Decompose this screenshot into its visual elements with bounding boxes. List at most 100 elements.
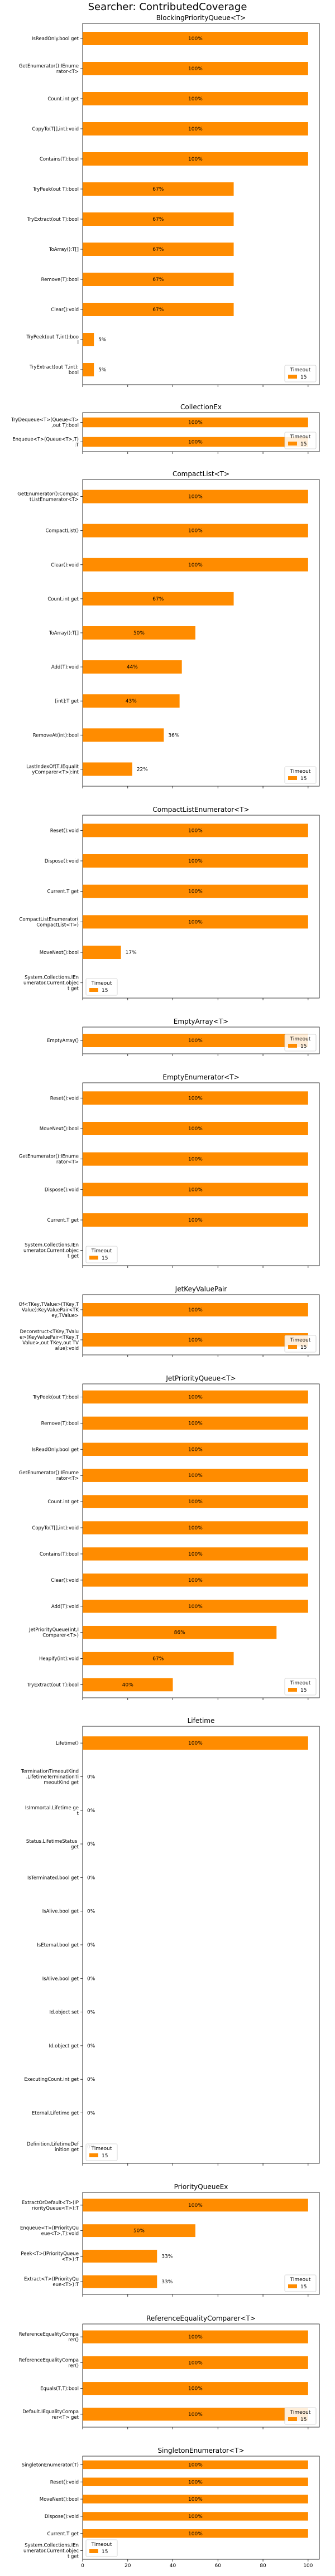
value-label: 0% [87,1842,95,1847]
category-label: TryDequeue<T>(Queue<T> ,out T):bool [11,418,79,429]
value-label: 0% [87,1774,95,1780]
category-label: Enqueue<T>(IPriorityQu eue<T>,T):void [20,2226,79,2237]
bar [83,2356,308,2369]
bar [83,946,121,959]
value-label: 67% [152,217,164,222]
value-label: 100% [188,1526,203,1531]
legend-entry: 15 [300,375,307,380]
value-label: 17% [126,950,137,956]
category-label: Heapify(int):void [39,1657,79,1662]
value-label: 5% [98,337,107,343]
panel-7: JetPriorityQueue<T> TryPeek(out T):bool 10… [19,1374,320,1700]
legend-title: Timeout [91,981,112,986]
legend-swatch [89,2153,98,2157]
panel-title: ReferenceEqualityComparer<T> [146,2314,256,2322]
legend-entry: 15 [300,442,307,447]
panel-0: BlockingPriorityQueue<T> IsReadOnly.bool … [19,14,320,387]
bar [83,1183,308,1197]
legend-swatch [288,442,297,446]
category-label: Contains(T):bool [40,157,79,162]
category-label: Extract<T>(IPriorityQu eue<T>):T [24,2277,79,2288]
category-label: Definition.LifetimeDef inition get [27,2142,79,2153]
value-label: 100% [188,919,203,925]
value-label: 100% [188,66,203,72]
bar [83,363,94,376]
bar [83,2275,157,2288]
plot-frame [82,2192,320,2295]
bar [83,1521,308,1534]
panel-2: CompactList<T> GetEnumerator():Compac tLis… [17,470,320,788]
category-label: SingletonEnumerator(T) [22,2462,79,2468]
panel-title: CompactListEnumerator<T> [152,806,249,814]
bar [83,1034,308,1047]
bar [83,915,308,929]
bar [83,273,234,286]
category-label: ReferenceEqualityCompa rer() [19,2332,79,2343]
bar [83,2512,308,2521]
legend-title: Timeout [290,367,311,373]
bar [83,1469,308,1482]
category-label: Clear():void [51,307,79,313]
value-label: 100% [188,2335,203,2340]
bar [83,1303,308,1316]
value-label: 100% [188,1038,203,1044]
category-label: CopyTo(T[],int):void [32,1526,79,1531]
panel-10: ReferenceEqualityComparer<T> ReferenceEqu… [19,2314,320,2429]
value-label: 100% [188,1157,203,1163]
value-label: 0% [87,2010,95,2016]
value-label: 0% [87,2044,95,2049]
category-label: System.Collections.IEn umerator.Current.o… [23,2543,79,2560]
bar [83,417,308,428]
category-label: Reset():void [50,828,79,834]
legend-title: Timeout [290,1681,311,1686]
category-label: Dispose():void [45,1187,79,1193]
value-label: 100% [188,495,203,500]
legend-swatch [288,2284,297,2288]
value-label: 100% [188,1218,203,1223]
category-label: Clear():void [51,1578,79,1584]
value-label: 100% [188,1499,203,1505]
bar [83,62,308,75]
value-label: 0% [87,1875,95,1881]
bar [83,182,234,196]
bar [83,2249,157,2263]
value-label: 100% [188,1578,203,1584]
value-label: 50% [133,2229,145,2234]
category-label: EmptyArray() [47,1038,79,1044]
bar [83,762,132,776]
bar [83,524,308,538]
bar [83,303,234,316]
legend-title: Timeout [290,1338,311,1343]
category-label: TryExtract(out T):bool [27,1683,79,1688]
plot-frame [82,1726,320,2164]
category-label: Remove(T):bool [41,1421,79,1426]
value-label: 100% [188,1552,203,1557]
value-label: 43% [126,699,137,704]
value-label: 36% [168,733,179,738]
value-label: 100% [188,1308,203,1313]
category-label: TerminationTimeoutKind .LifetimeTerminati… [21,1769,79,1785]
value-label: 100% [188,1096,203,1101]
legend-entry: 15 [102,1256,108,1261]
bar [83,1442,308,1456]
value-label: 100% [188,1126,203,1132]
category-label: Count.int get [47,1499,79,1505]
bar [83,1547,308,1561]
x-tick-label: 80 [260,2563,266,2569]
category-label: Remove(T):bool [41,277,79,283]
category-label: Add(T):void [51,1604,79,1610]
category-label: Current.T get [47,889,79,895]
panel-8: Lifetime Lifetime() 100% TerminationTimeout… [21,1717,320,2166]
category-label: Peek<T>(IPriorityQueue <T>):T [21,2251,79,2262]
category-label: ReferenceEqualityCompa rer() [19,2357,79,2369]
category-label: GetEnumerator():Compac tListEnumerator<T> [17,492,79,503]
value-label: 100% [188,2386,203,2392]
value-label: 100% [188,2360,203,2366]
value-label: 100% [188,828,203,834]
x-tick-label: 40 [170,2563,176,2569]
value-label: 100% [188,2203,203,2209]
panel-title: SingletonEnumerator<T> [157,2447,244,2454]
bar [83,884,308,898]
